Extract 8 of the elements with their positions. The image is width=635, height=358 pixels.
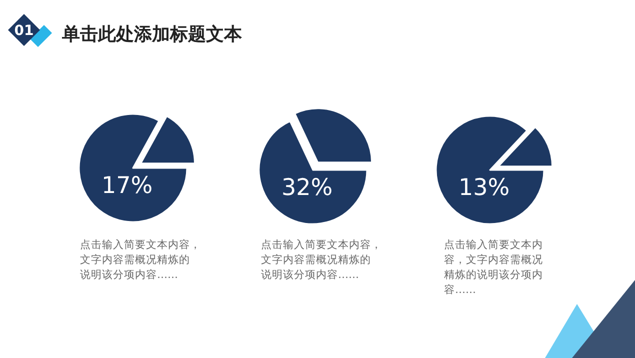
text: 点击输入简要文本内容，文字内容需概况精炼的说明该分项内容…… — [444, 238, 543, 296]
text: 32% — [281, 175, 333, 201]
text: 点击输入简要文本内容，文字内容需概况精炼的说明该分项内容…… — [80, 238, 201, 281]
text: 点击输入简要文本内容，文字内容需概况精炼的说明该分项内容…… — [261, 238, 382, 281]
text: 13% — [458, 175, 510, 201]
text: 17% — [101, 173, 153, 199]
chart-subtitle: 01 — [14, 23, 34, 39]
chart-title: 单击此处添加标题文本 — [61, 24, 243, 45]
